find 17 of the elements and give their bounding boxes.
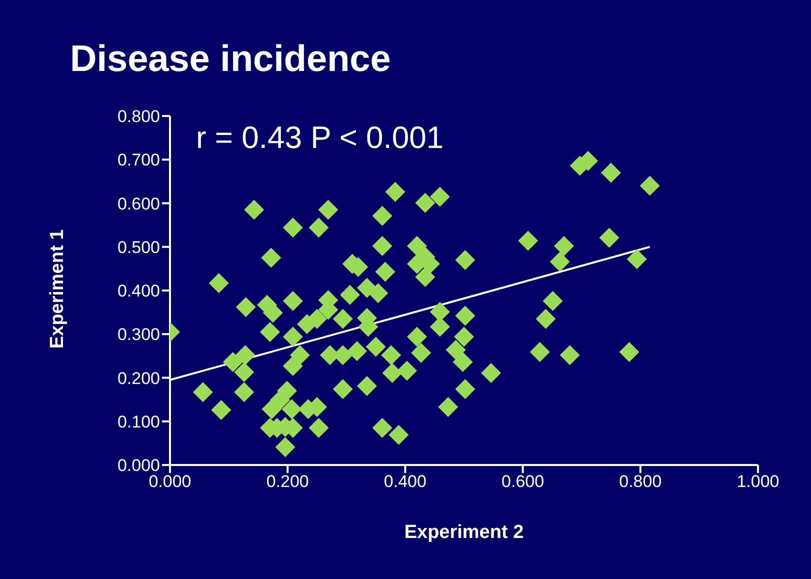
chart-title: Disease incidence <box>70 38 391 80</box>
y-tick-label: 0.700 <box>117 150 160 170</box>
y-tick-label: 0.500 <box>117 238 160 257</box>
y-tick-label: 0.600 <box>117 194 160 214</box>
y-tick-label: 0.400 <box>117 282 160 301</box>
y-tick-label: 0.200 <box>117 368 160 388</box>
y-tick-label: 0.100 <box>117 412 160 432</box>
x-axis-title: Experiment 2 <box>403 522 525 544</box>
y-axis-title: Experiment 1 <box>47 228 69 351</box>
x-tick-label: 0.400 <box>384 472 426 492</box>
x-tick-label: 1.000 <box>736 472 780 492</box>
y-tick-label: 0.300 <box>117 325 160 344</box>
y-tick-label: 0.800 <box>117 107 160 126</box>
annotation: r = 0.43 P < 0.001 <box>196 120 444 156</box>
x-tick-label: 0.600 <box>502 472 544 492</box>
x-tick-label: 0.200 <box>266 472 309 492</box>
x-tick-label: 0.800 <box>619 472 662 492</box>
